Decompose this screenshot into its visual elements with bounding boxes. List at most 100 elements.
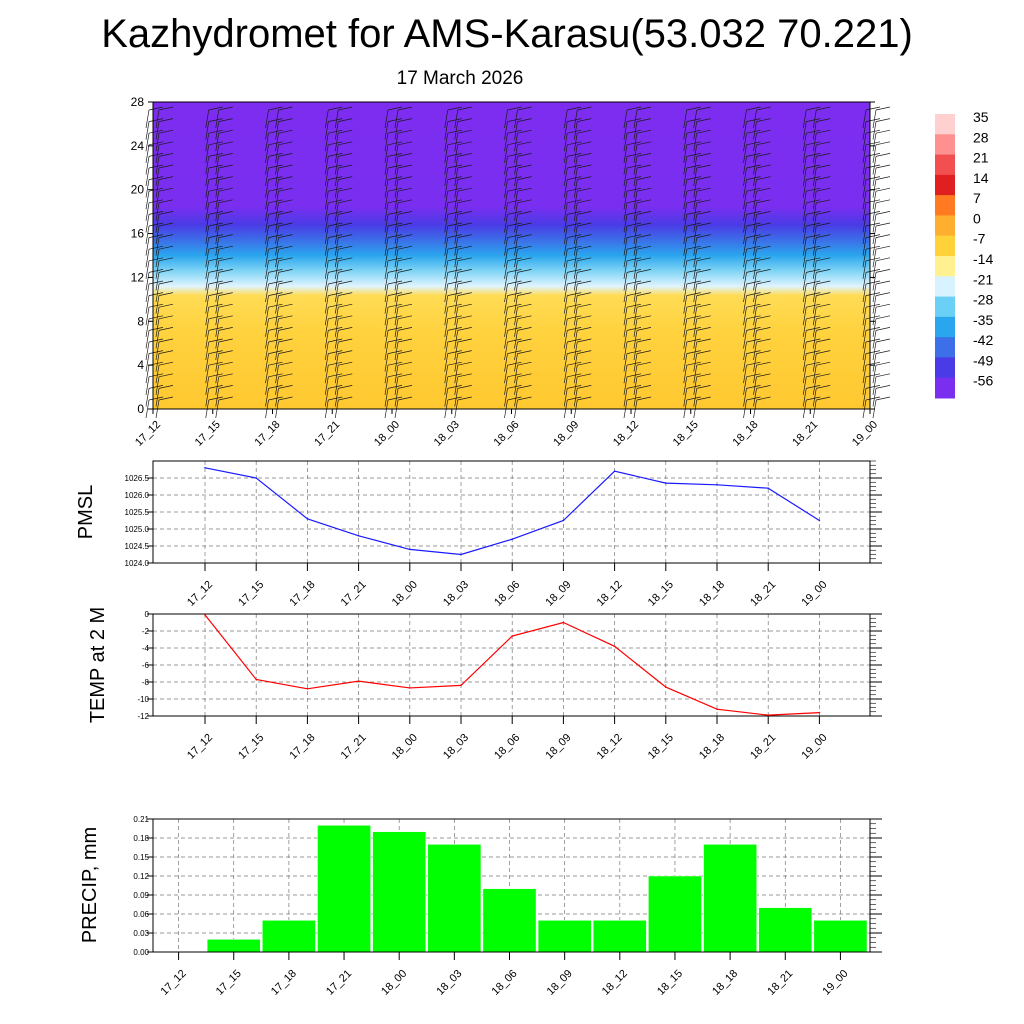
wind-barb-flag xyxy=(567,396,582,401)
y-tick-label: 1025.0 xyxy=(125,525,150,534)
wind-barb xyxy=(275,167,279,187)
wind-barb-flag xyxy=(756,245,771,250)
wind-barb xyxy=(205,133,210,152)
wind-barb xyxy=(454,109,459,129)
wind-barb xyxy=(275,214,279,233)
wind-barb xyxy=(265,191,269,210)
x-tick-label: 17_15 xyxy=(193,419,223,449)
wind-barb-flag xyxy=(517,141,532,146)
wind-barb xyxy=(872,341,877,361)
colorbar-swatch xyxy=(935,235,955,257)
wind-barb-flag xyxy=(756,350,771,354)
wind-barb xyxy=(623,376,628,395)
wind-barb xyxy=(334,283,339,303)
wind-barb xyxy=(324,179,329,198)
wind-barb xyxy=(215,202,220,221)
wind-barb-flag xyxy=(268,141,283,146)
wind-barb xyxy=(633,388,638,407)
wind-barb-flag xyxy=(208,327,223,331)
wind-barb-flag xyxy=(447,385,462,389)
wind-barb xyxy=(334,260,339,279)
wind-barb-flag xyxy=(328,280,343,285)
wind-barb xyxy=(872,388,877,407)
chart-subtitle: 17 March 2026 xyxy=(396,68,524,89)
wind-barb-flag xyxy=(875,129,891,134)
wind-barb xyxy=(444,167,449,187)
wind-barb-flag xyxy=(338,385,353,389)
wind-barb xyxy=(155,179,160,198)
wind-barb-flag xyxy=(517,176,532,180)
wind-barb xyxy=(324,225,329,245)
wind-barb-flag xyxy=(338,141,353,146)
wind-barb xyxy=(334,272,339,291)
wind-barb xyxy=(454,260,459,279)
wind-barb xyxy=(215,295,220,314)
wind-barb-flag xyxy=(218,338,233,343)
wind-barb-flag xyxy=(148,153,164,157)
wind-barb xyxy=(265,388,269,407)
wind-barb-flag xyxy=(517,129,532,134)
wind-barb xyxy=(563,179,568,198)
wind-barb-flag xyxy=(328,257,343,262)
wind-barb xyxy=(444,202,449,221)
wind-barb-flag xyxy=(278,280,293,285)
wind-barb xyxy=(872,283,877,303)
wind-barb-flag xyxy=(158,176,174,180)
wind-barb xyxy=(444,318,449,337)
wind-barb-flag xyxy=(158,222,174,227)
wind-barb-flag xyxy=(577,106,592,111)
wind-barb-flag xyxy=(865,327,881,331)
wind-barb xyxy=(444,330,449,349)
wind-barb-flag xyxy=(218,164,233,169)
wind-barb xyxy=(862,260,867,279)
wind-barb-flag xyxy=(756,385,771,389)
temp-axis-label: TEMP at 2 M xyxy=(87,607,109,723)
wind-barb xyxy=(623,388,628,407)
wind-barb xyxy=(324,295,329,314)
wind-barb-flag xyxy=(865,385,881,389)
wind-barb xyxy=(683,167,688,187)
wind-barb xyxy=(683,365,688,384)
wind-barb-flag xyxy=(746,269,761,273)
wind-barb-flag xyxy=(865,106,881,111)
wind-barb xyxy=(205,283,210,303)
wind-barb xyxy=(623,353,628,372)
wind-barb xyxy=(683,249,688,268)
wind-barb xyxy=(573,272,578,291)
wind-barb-flag xyxy=(208,164,223,169)
wind-barb xyxy=(514,307,518,326)
wind-barb-flag xyxy=(806,396,821,401)
wind-barb-flag xyxy=(696,373,711,378)
wind-barb-flag xyxy=(746,373,761,378)
wind-barb xyxy=(265,330,269,349)
wind-barb-flag xyxy=(278,187,293,192)
wind-barb-flag xyxy=(816,257,831,262)
wind-barb-flag xyxy=(746,129,761,134)
wind-barb xyxy=(205,237,210,256)
wind-barb xyxy=(324,237,329,256)
wind-barb-flag xyxy=(338,176,353,180)
wind-barb xyxy=(623,202,628,221)
wind-barb xyxy=(633,191,638,210)
wind-barb xyxy=(633,225,638,245)
wind-barb xyxy=(334,307,339,326)
wind-barb-flag xyxy=(158,141,174,146)
wind-barb xyxy=(563,318,568,337)
x-tick-label: 17_21 xyxy=(324,968,354,998)
wind-barb xyxy=(753,167,757,187)
wind-barb-flag xyxy=(507,187,522,192)
wind-barb-flag xyxy=(218,106,233,111)
wind-barb-flag xyxy=(517,187,532,192)
wind-barb xyxy=(812,214,817,233)
wind-barb-flag xyxy=(636,187,652,192)
wind-barb xyxy=(693,144,698,163)
x-tick-label: 17_15 xyxy=(236,732,266,762)
wind-barb xyxy=(743,388,747,407)
wind-barb xyxy=(623,272,628,291)
wind-barb xyxy=(334,249,339,268)
wind-barb xyxy=(334,144,339,163)
wind-barb xyxy=(812,167,817,187)
wind-barb xyxy=(504,225,508,245)
wind-barb-flag xyxy=(387,280,403,285)
wind-barb xyxy=(454,214,459,233)
